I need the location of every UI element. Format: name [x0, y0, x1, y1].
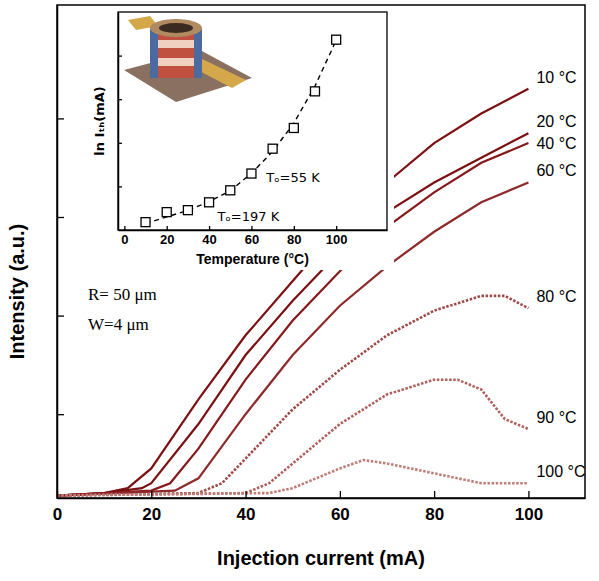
tick-mark [118, 186, 122, 187]
tick-label: 40 [237, 505, 256, 524]
tick [57, 217, 64, 218]
device-ring-side [194, 28, 202, 78]
data-line [57, 460, 528, 495]
inset-background [86, 8, 394, 270]
inset-frame [118, 12, 387, 230]
tick [57, 414, 64, 415]
tick-mark [167, 226, 168, 230]
tick-label: 100 [515, 505, 543, 524]
tick-mark [57, 118, 64, 119]
tick-label: 80 [287, 232, 301, 247]
inset-x-axis: 0 20 40 60 80 100 [119, 226, 388, 247]
tick: 100 [326, 226, 348, 247]
data-point [289, 123, 298, 132]
tick [57, 316, 64, 317]
series-label: 100 °C [536, 463, 585, 480]
data-point [268, 144, 277, 153]
tick [118, 99, 122, 100]
tick-mark [294, 226, 295, 230]
tick [118, 186, 122, 187]
tick-label: 20 [160, 232, 174, 247]
device-ring-top [150, 19, 202, 37]
tick-label: 20 [142, 505, 161, 524]
device-illustration [124, 16, 252, 102]
annotation: Tₒ=55 K [265, 170, 320, 185]
fit-line [146, 40, 337, 223]
chart: 0 20 40 60 80 100 Injection current (mA) Intens… [0, 0, 599, 581]
data-point [247, 169, 256, 178]
data-point [162, 208, 171, 217]
tick: 80 [287, 226, 301, 247]
tick-mark [57, 414, 64, 415]
axis-line [58, 498, 586, 500]
tick: 100 [515, 491, 543, 524]
tick-mark [245, 491, 246, 498]
data-line [57, 296, 528, 496]
inset-y-title: ln Iₜₕ(mA) [92, 86, 107, 156]
series-label: 40 °C [536, 135, 576, 152]
data-point [310, 87, 319, 96]
tick: 40 [202, 226, 216, 247]
tick-mark [151, 491, 152, 498]
tick-mark [57, 315, 64, 316]
data-point [205, 198, 214, 207]
tick-label: 60 [331, 505, 350, 524]
series-label: 90 °C [536, 409, 576, 426]
tick-mark [209, 226, 210, 230]
data-point [183, 206, 192, 215]
tick-mark [340, 491, 341, 498]
inset-y-axis [118, 13, 122, 231]
annotation: R= 50 μm [88, 285, 157, 304]
inset-x-title: Temperature (°C) [196, 251, 309, 267]
tick-label: 0 [53, 505, 62, 524]
axis-line [119, 230, 388, 232]
tick-label: 40 [202, 232, 216, 247]
tick-label: 60 [245, 232, 259, 247]
tick-mark [118, 99, 122, 100]
tick: 0 [121, 226, 128, 247]
series-label: 10 °C [536, 69, 576, 86]
series-label: 80 °C [536, 288, 576, 305]
y-axis-title: Intensity (a.u.) [6, 224, 28, 360]
tick: 20 [160, 226, 174, 247]
tick-mark [336, 226, 337, 230]
tick: 20 [142, 491, 161, 524]
tick-mark [434, 491, 435, 498]
data-point [141, 218, 150, 227]
tick-label: 0 [121, 232, 128, 247]
tick: 60 [331, 491, 350, 524]
tick: 40 [237, 491, 256, 524]
plot-frame [57, 5, 585, 498]
inset-plot [141, 35, 341, 226]
annotation: W=4 μm [88, 315, 149, 334]
tick-mark [118, 143, 122, 144]
tick-label: 80 [425, 505, 444, 524]
x-axis: 0 20 40 60 80 100 [53, 491, 586, 524]
data-line [57, 380, 528, 496]
axis-line [57, 6, 59, 499]
tick-mark [118, 55, 122, 56]
device-ring-side [150, 28, 158, 78]
data-point [226, 186, 235, 195]
tick-mark [124, 226, 125, 230]
tick: 80 [425, 491, 444, 524]
tick-label: 100 [326, 232, 348, 247]
series-label: 60 °C [536, 162, 576, 179]
tick [57, 118, 64, 119]
tick [118, 56, 122, 57]
tick-mark [251, 226, 252, 230]
tick-mark [57, 217, 64, 218]
axis-line [118, 13, 120, 231]
x-axis-title: Injection current (mA) [217, 547, 425, 569]
device-ring-hole [159, 23, 193, 33]
tick: 60 [245, 226, 259, 247]
series-label: 20 °C [536, 113, 576, 130]
tick [118, 143, 122, 144]
data-point [332, 35, 341, 44]
y-axis [57, 6, 64, 499]
annotation: Tₒ=197 K [217, 209, 280, 224]
tick-mark [528, 491, 529, 498]
